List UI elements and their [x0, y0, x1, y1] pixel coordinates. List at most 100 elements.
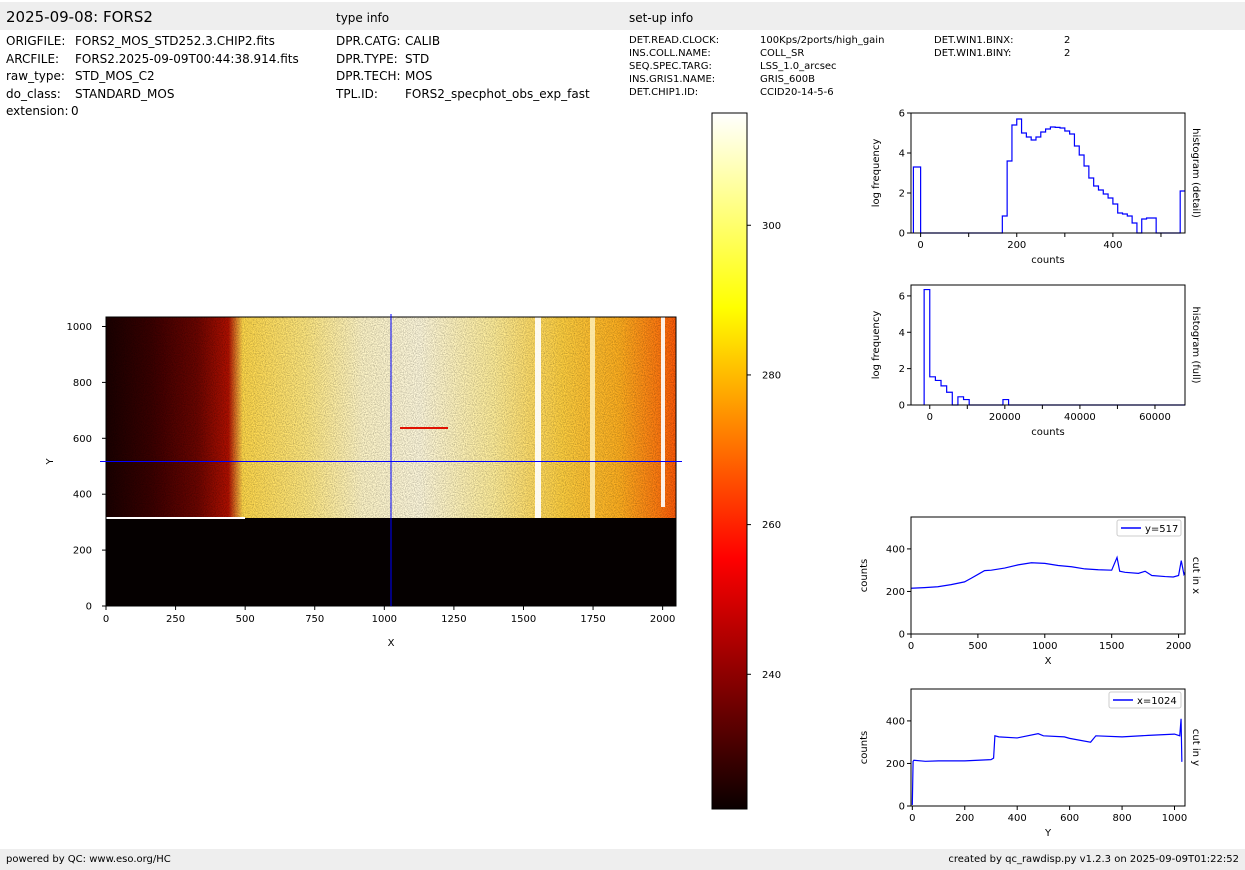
plot-side-title: histogram (full) [1190, 306, 1201, 383]
plot-frame [910, 112, 1186, 234]
x-tick-label: 400 [1103, 240, 1122, 251]
setup-info-value: 2 [1064, 35, 1071, 46]
file-info-key: ORIGFILE: [6, 34, 66, 48]
type-info-value: STD [405, 51, 430, 66]
type-info-heading: type info [336, 11, 390, 25]
x-tick-label: 200 [955, 813, 974, 824]
x-tick-label: 0 [909, 813, 915, 824]
setup-info-value: 100Kps/2ports/high_gain [760, 35, 885, 46]
header-band [0, 2, 1245, 30]
colorbar-tick-label: 240 [762, 670, 781, 681]
series-line [912, 118, 1185, 234]
x-tick-label: 1500 [1099, 641, 1124, 652]
image-bright-column [590, 317, 595, 518]
y-tick-label: 400 [886, 716, 905, 727]
setup-info-value: LSS_1.0_arcsec [760, 61, 837, 72]
x-tick-label: 0 [908, 641, 914, 652]
x-axis-label: X [1045, 656, 1052, 667]
y-axis-label: log frequency [871, 139, 882, 208]
y-tick-label: 0 [86, 602, 92, 613]
x-tick-label: 1250 [441, 614, 466, 625]
colorbar-gradient [711, 112, 748, 810]
type-info-value: MOS [405, 69, 433, 83]
x-tick-label: 0 [927, 412, 933, 423]
y-axis-label: log frequency [871, 311, 882, 380]
x-tick-label: 500 [968, 641, 987, 652]
x-tick-label: 200 [1007, 240, 1026, 251]
x-tick-label: 400 [1008, 813, 1027, 824]
x-tick-label: 0 [917, 240, 923, 251]
file-info-value: STD_MOS_C2 [75, 69, 155, 83]
y-tick-label: 2 [899, 189, 905, 200]
y-tick-label: 1000 [67, 322, 92, 333]
setup-info-key: DET.WIN1.BINY: [934, 48, 1012, 59]
setup-info-value: GRIS_600B [760, 74, 815, 85]
y-tick-label: 0 [899, 802, 905, 813]
x-axis-label: X [388, 638, 395, 649]
x-tick-label: 40000 [1064, 412, 1096, 423]
plot-side-title: cut in y [1190, 729, 1201, 766]
setup-info-heading: set-up info [629, 11, 694, 25]
type-info-key: TPL.ID: [336, 86, 378, 101]
y-tick-label: 2 [899, 364, 905, 375]
type-info-value: FORS2_specphot_obs_exp_fast [405, 86, 590, 101]
image-axes: 0 250 500 750 1000 1250 1500 1750 2000 0 200 400 600… [45, 314, 682, 649]
y-tick-label: 6 [899, 109, 905, 120]
plot-side-title: cut in x [1190, 557, 1201, 594]
series-line [910, 555, 1186, 589]
x-tick-label: 20000 [989, 412, 1021, 423]
y-tick-label: 4 [899, 328, 905, 339]
y-tick-label: 600 [73, 434, 92, 445]
image-edge-line [106, 517, 245, 519]
setup-info-block-2: DET.WIN1.BINX: 2 DET.WIN1.BINY: 2 [934, 34, 1070, 60]
x-tick-label: 1750 [580, 614, 605, 625]
file-info-key: do_class: [6, 86, 61, 101]
page-title: 2025-09-08: FORS2 [6, 8, 153, 26]
file-info-value: FORS2.2025-09-09T00:44:38.914.fits [75, 51, 299, 66]
file-info-value: STANDARD_MOS [75, 86, 175, 101]
image-spectrum-trace [400, 427, 448, 429]
plot-frame [910, 516, 1186, 635]
y-tick-label: 400 [886, 544, 905, 555]
type-info-key: DPR.TYPE: [336, 51, 398, 66]
x-axis-label: counts [1031, 427, 1064, 438]
legend-label: x=1024 [1137, 696, 1177, 707]
colorbar-tick-label: 280 [762, 370, 781, 381]
y-tick-label: 200 [886, 587, 905, 598]
y-tick-label: 200 [886, 759, 905, 770]
file-info-value: 0 [71, 104, 79, 118]
x-tick-label: 2000 [1166, 641, 1191, 652]
image-bright-column [535, 317, 541, 518]
setup-info-value: CCID20-14-5-6 [760, 87, 834, 98]
colorbar: 240 260 280 300 [711, 112, 781, 810]
setup-info-key: SEQ.SPEC.TARG: [629, 61, 712, 72]
setup-info-key: INS.GRIS1.NAME: [629, 74, 716, 85]
series-line [911, 718, 1183, 805]
histogram-full-plot: 0 20000 40000 60000 0 2 4 6 counts log frequency h… [871, 284, 1201, 438]
setup-info-key: DET.CHIP1.ID: [629, 87, 699, 98]
footer-right: created by qc_rawdisp.py v1.2.3 on 2025-… [948, 854, 1239, 865]
x-tick-label: 1500 [511, 614, 536, 625]
y-axis-label: counts [859, 731, 870, 764]
x-tick-label: 60000 [1139, 412, 1171, 423]
colorbar-tick-label: 300 [762, 221, 781, 232]
setup-info-key: DET.READ.CLOCK: [629, 35, 720, 46]
type-info-key: DPR.CATG: [336, 34, 401, 48]
footer-left: powered by QC: www.eso.org/HC [6, 854, 171, 865]
x-tick-label: 2000 [650, 614, 675, 625]
file-info-key: extension: [6, 104, 69, 118]
file-info-key: raw_type: [6, 69, 65, 83]
x-tick-label: 1000 [1032, 641, 1057, 652]
y-tick-label: 6 [899, 291, 905, 302]
footer-band [0, 849, 1245, 870]
y-tick-label: 800 [73, 378, 92, 389]
plot-frame [910, 688, 1186, 807]
y-axis-label: counts [859, 559, 870, 592]
y-tick-label: 0 [899, 229, 905, 240]
legend-box [1108, 691, 1182, 709]
x-tick-label: 250 [166, 614, 185, 625]
setup-info-value: 2 [1064, 48, 1071, 59]
